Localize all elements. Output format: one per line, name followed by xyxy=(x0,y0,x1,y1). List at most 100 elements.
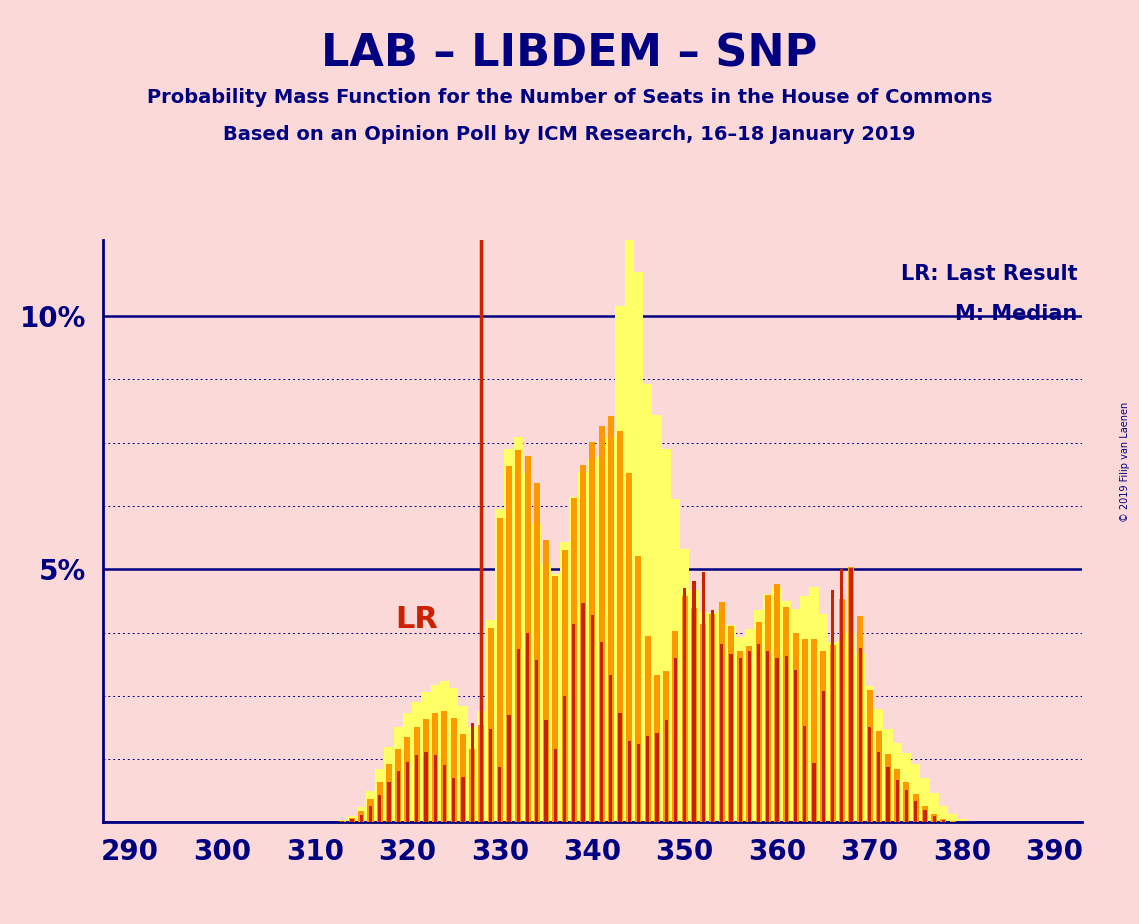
Bar xyxy=(745,629,754,822)
Bar xyxy=(793,633,798,822)
Bar xyxy=(415,755,418,822)
Bar xyxy=(413,727,419,822)
Bar xyxy=(440,681,449,822)
Bar xyxy=(718,610,727,822)
Bar xyxy=(849,567,854,822)
Bar xyxy=(360,815,363,822)
Bar xyxy=(948,814,957,822)
Bar xyxy=(487,628,493,822)
Bar xyxy=(532,523,541,822)
Bar xyxy=(342,821,344,822)
Bar xyxy=(785,656,788,822)
Bar xyxy=(819,614,828,822)
Bar xyxy=(942,820,945,822)
Bar xyxy=(624,165,634,822)
Bar xyxy=(347,817,357,822)
Bar xyxy=(486,620,495,822)
Bar xyxy=(904,790,908,822)
Bar xyxy=(893,743,902,822)
Bar xyxy=(550,574,560,822)
Bar xyxy=(967,821,976,822)
Bar xyxy=(386,764,392,822)
Bar xyxy=(497,518,503,822)
Bar xyxy=(394,727,403,822)
Bar xyxy=(495,509,505,822)
Bar xyxy=(412,701,421,822)
Bar xyxy=(727,625,736,822)
Bar xyxy=(754,610,763,822)
Bar xyxy=(790,609,801,822)
Bar xyxy=(821,691,825,822)
Bar xyxy=(506,466,513,822)
Bar xyxy=(581,603,584,822)
Bar xyxy=(461,777,465,822)
Bar xyxy=(470,723,474,822)
Bar xyxy=(680,549,689,822)
Bar xyxy=(700,625,706,822)
Bar xyxy=(395,748,401,822)
Bar xyxy=(571,498,576,822)
Bar xyxy=(544,720,548,822)
Bar xyxy=(477,711,486,822)
Text: © 2019 Filip van Laenen: © 2019 Filip van Laenen xyxy=(1121,402,1130,522)
Bar xyxy=(349,818,355,822)
Bar xyxy=(515,450,522,822)
Bar xyxy=(794,670,797,822)
Bar xyxy=(646,736,649,822)
Bar xyxy=(820,650,826,822)
Bar xyxy=(841,569,843,822)
Bar xyxy=(525,456,531,822)
Bar xyxy=(654,675,659,822)
Bar xyxy=(405,761,409,822)
Bar xyxy=(636,556,641,822)
Bar xyxy=(460,735,466,822)
Bar xyxy=(939,806,948,822)
Bar xyxy=(375,770,384,822)
Bar xyxy=(535,660,539,822)
Text: LR: LR xyxy=(395,605,439,635)
Bar xyxy=(432,712,439,822)
Bar xyxy=(803,726,806,822)
Bar xyxy=(855,653,865,822)
Bar xyxy=(338,821,347,822)
Text: LAB – LIBDEM – SNP: LAB – LIBDEM – SNP xyxy=(321,32,818,76)
Bar xyxy=(359,811,364,822)
Bar xyxy=(384,747,394,822)
Bar xyxy=(637,744,640,822)
Bar xyxy=(615,306,624,822)
Bar xyxy=(662,449,671,822)
Bar xyxy=(626,473,632,822)
Bar xyxy=(691,608,697,822)
Bar xyxy=(505,449,514,822)
Bar xyxy=(368,798,374,822)
Bar xyxy=(655,733,658,822)
Bar xyxy=(431,685,440,822)
Bar xyxy=(957,820,967,822)
Bar xyxy=(526,633,530,822)
Bar xyxy=(810,588,819,822)
Bar xyxy=(811,638,817,822)
Bar xyxy=(378,795,382,822)
Bar xyxy=(442,711,448,822)
Bar xyxy=(941,820,947,822)
Bar xyxy=(541,564,550,822)
Bar xyxy=(719,602,724,822)
Bar xyxy=(921,806,928,822)
Bar xyxy=(606,437,615,822)
Bar xyxy=(950,821,956,822)
Bar xyxy=(902,753,911,822)
Bar xyxy=(563,696,566,822)
Bar xyxy=(837,641,846,822)
Bar xyxy=(850,568,853,822)
Bar xyxy=(776,658,779,822)
Bar xyxy=(698,613,707,822)
Bar xyxy=(480,675,483,822)
Bar xyxy=(449,687,458,822)
Bar xyxy=(846,633,855,822)
Bar xyxy=(932,814,937,822)
Bar xyxy=(617,432,623,822)
Bar xyxy=(543,540,549,822)
Bar xyxy=(489,728,492,822)
Bar xyxy=(357,807,366,822)
Bar xyxy=(920,778,929,822)
